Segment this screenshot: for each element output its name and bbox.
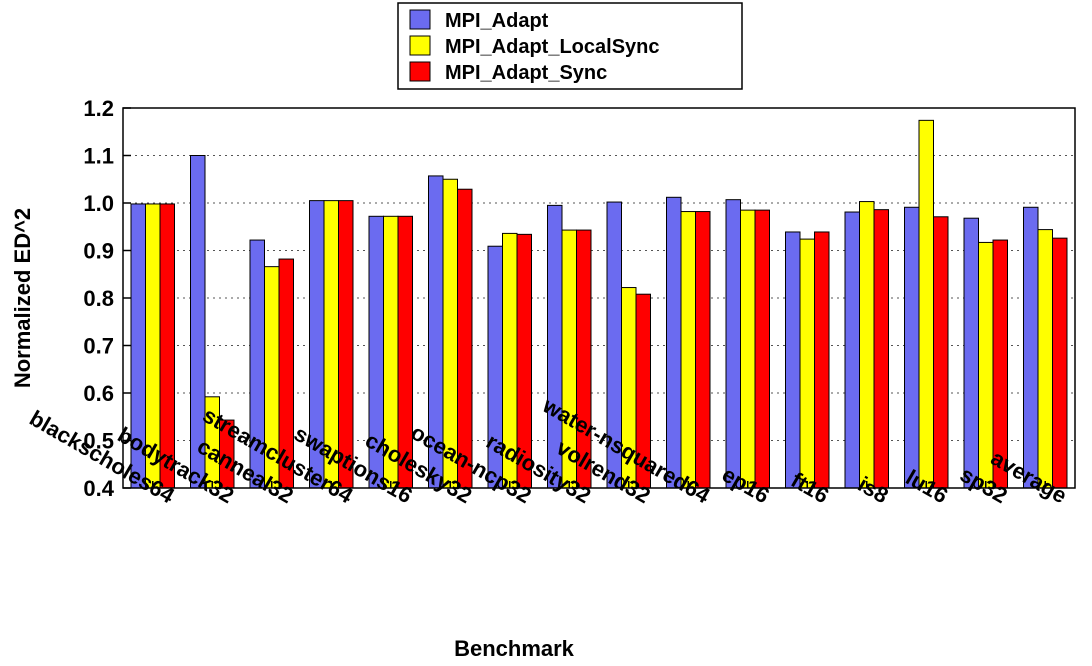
bar-mpi-adapt-sync bbox=[873, 209, 889, 489]
bar-mpi-adapt-sync bbox=[1052, 237, 1068, 489]
y-tick-label: 1.1 bbox=[83, 144, 114, 169]
bar-mpi-adapt-sync bbox=[695, 211, 711, 489]
y-axis-label: Normalized ED^2 bbox=[10, 208, 35, 388]
y-tick-label: 1.0 bbox=[83, 191, 114, 216]
y-tick-label: 0.8 bbox=[83, 286, 114, 311]
bar-mpi-adapt bbox=[725, 199, 741, 489]
bar-mpi-adapt bbox=[1023, 206, 1039, 489]
bar-mpi-adapt-sync bbox=[933, 216, 949, 489]
bar-mpi-adapt bbox=[785, 231, 801, 489]
bar-mpi-adapt bbox=[904, 206, 920, 489]
x-axis-label: Benchmark bbox=[454, 636, 575, 661]
bar-mpi-adapt-localsync bbox=[740, 209, 756, 489]
bar-mpi-adapt bbox=[666, 196, 682, 489]
legend-label: MPI_Adapt bbox=[445, 10, 549, 32]
legend-swatch bbox=[409, 61, 431, 82]
legend-swatch bbox=[409, 35, 431, 56]
y-tick-label: 0.5 bbox=[83, 429, 114, 454]
bar-mpi-adapt-localsync bbox=[978, 241, 994, 489]
bar-mpi-adapt-localsync bbox=[918, 119, 934, 489]
bar-mpi-adapt-sync bbox=[814, 231, 830, 489]
bar-mpi-adapt-sync bbox=[754, 209, 770, 489]
y-tick-label: 0.6 bbox=[83, 381, 114, 406]
y-tick-label: 0.4 bbox=[83, 476, 114, 501]
legend-box bbox=[397, 2, 743, 90]
y-axis-ticks: 0.4 0.5 0.6 0.7 0.8 0.9 1.0 1.1 1.2 bbox=[83, 96, 131, 501]
legend-swatch bbox=[409, 9, 431, 30]
legend-label: MPI_Adapt_LocalSync bbox=[445, 36, 660, 58]
bar-mpi-adapt bbox=[963, 217, 979, 489]
y-tick-label: 1.2 bbox=[83, 96, 114, 121]
bar-mpi-adapt-localsync bbox=[680, 211, 696, 489]
bar-mpi-adapt bbox=[844, 211, 860, 489]
bar-mpi-adapt-localsync bbox=[1037, 229, 1053, 489]
y-tick-label: 0.9 bbox=[83, 239, 114, 264]
bars bbox=[130, 119, 1068, 489]
y-tick-label: 0.7 bbox=[83, 334, 114, 359]
legend: MPI_Adapt MPI_Adapt_LocalSync MPI_Adapt_Sy… bbox=[397, 2, 743, 90]
bar-mpi-adapt-localsync bbox=[859, 201, 875, 489]
bar-mpi-adapt-localsync bbox=[799, 238, 815, 489]
legend-label: MPI_Adapt_Sync bbox=[445, 62, 607, 84]
